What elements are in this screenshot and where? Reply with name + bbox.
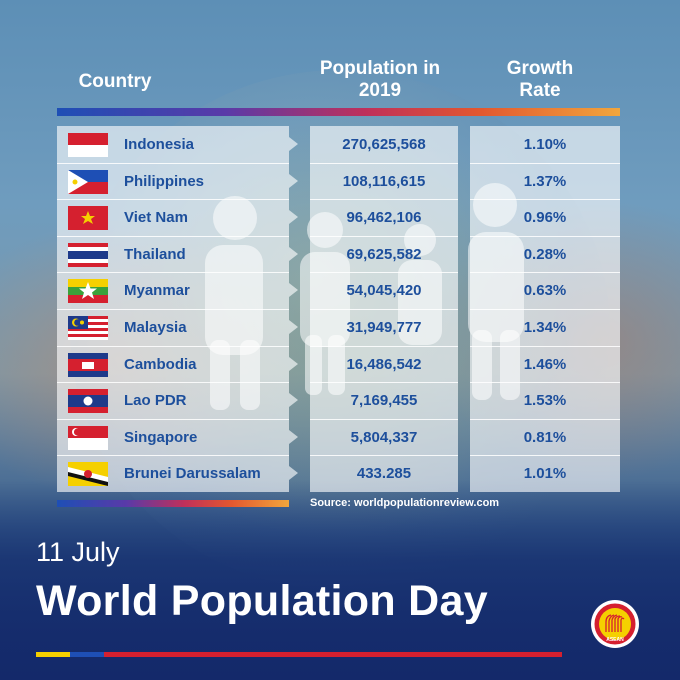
growth-header-line2: Rate: [519, 80, 561, 101]
country-cell: Viet Nam: [124, 209, 188, 226]
population-cell: 16,486,542: [346, 356, 422, 373]
country-cell: Malaysia: [124, 319, 187, 336]
asean-logo: ASEAN: [591, 600, 639, 648]
row-divider: [57, 236, 289, 237]
row-divider: [310, 309, 458, 310]
row-divider: [470, 309, 620, 310]
flag-brunei-icon: [68, 462, 108, 486]
row-divider: [310, 163, 458, 164]
population-cell: 96,462,106: [346, 209, 422, 226]
row-arrow-icon: [289, 320, 298, 334]
row-arrow-icon: [289, 174, 298, 188]
growth-cell: 0.63%: [523, 282, 567, 299]
flag-cambodia-icon: [68, 353, 108, 377]
flag-thailand-icon: [68, 243, 108, 267]
population-header-line1: Population in: [319, 58, 441, 79]
growth-cell: 0.96%: [523, 209, 567, 226]
population-cell: 108,116,615: [342, 173, 426, 190]
country-cell: Myanmar: [124, 282, 190, 299]
row-arrow-icon: [289, 357, 298, 371]
flag-singapore-icon: [68, 426, 108, 450]
flag-philippines-icon: [68, 170, 108, 194]
row-arrow-icon: [289, 430, 298, 444]
country-cell: Indonesia: [124, 136, 195, 153]
row-divider: [310, 199, 458, 200]
growth-cell: 1.34%: [523, 319, 567, 336]
row-divider: [470, 382, 620, 383]
country-cell: Brunei Darussalam: [124, 465, 261, 482]
growth-header-line1: Growth: [506, 58, 574, 79]
population-cell: 31,949,777: [346, 319, 422, 336]
row-arrow-icon: [289, 283, 298, 297]
row-divider: [57, 382, 289, 383]
row-divider: [57, 346, 289, 347]
country-cell: Singapore: [124, 429, 198, 446]
row-divider: [470, 236, 620, 237]
growth-cell: 1.53%: [523, 392, 567, 409]
country-cell: Lao PDR: [124, 392, 187, 409]
row-divider: [310, 419, 458, 420]
source-note: Source: worldpopulationreview.com: [310, 497, 500, 509]
growth-header: Growth Rate: [480, 58, 600, 102]
event-date: 11 July: [36, 537, 120, 567]
population-cell: 270,625,568: [342, 136, 426, 153]
flag-myanmar-icon: [68, 279, 108, 303]
country-cell: Thailand: [124, 246, 186, 263]
flag-lao-icon: [68, 389, 108, 413]
flag-indonesia-icon: [68, 133, 108, 157]
growth-cell: 0.81%: [523, 429, 567, 446]
population-cell: 7,169,455: [350, 392, 418, 409]
row-arrow-icon: [289, 247, 298, 261]
row-divider: [57, 455, 289, 456]
flag-viet-nam-icon: [68, 206, 108, 230]
country-cell: Philippines: [124, 173, 205, 190]
row-divider: [470, 272, 620, 273]
population-cell: 69,625,582: [346, 246, 422, 263]
row-divider: [470, 163, 620, 164]
country-header: Country: [78, 71, 152, 92]
stripe-blue: [70, 652, 104, 657]
population-header-line2: 2019: [358, 80, 402, 101]
header-divider-bar: [57, 108, 620, 116]
row-divider: [57, 419, 289, 420]
footer-divider-bar: [57, 500, 289, 507]
row-arrow-icon: [289, 137, 298, 151]
row-divider: [310, 236, 458, 237]
row-arrow-icon: [289, 466, 298, 480]
row-divider: [470, 346, 620, 347]
row-divider: [310, 272, 458, 273]
country-cell: Cambodia: [124, 356, 197, 373]
row-divider: [310, 346, 458, 347]
row-divider: [57, 309, 289, 310]
growth-cell: 1.01%: [523, 465, 567, 482]
row-divider: [57, 272, 289, 273]
row-arrow-icon: [289, 210, 298, 224]
flag-malaysia-icon: [68, 316, 108, 340]
population-cell: 54,045,420: [346, 282, 422, 299]
row-divider: [470, 455, 620, 456]
svg-text:ASEAN: ASEAN: [606, 637, 624, 643]
stripe-yellow: [36, 652, 70, 657]
population-cell: 433.285: [356, 465, 412, 482]
population-header: Population in 2019: [300, 58, 460, 102]
event-title: World Population Day: [36, 577, 488, 625]
row-divider: [57, 199, 289, 200]
growth-cell: 1.37%: [523, 173, 567, 190]
stripe-red: [104, 652, 562, 657]
row-divider: [470, 419, 620, 420]
bottom-gradient: [0, 480, 680, 680]
growth-cell: 1.10%: [523, 136, 567, 153]
row-divider: [57, 163, 289, 164]
row-divider: [470, 199, 620, 200]
row-divider: [310, 455, 458, 456]
growth-cell: 1.46%: [523, 356, 567, 373]
row-arrow-icon: [289, 393, 298, 407]
population-cell: 5,804,337: [350, 429, 418, 446]
row-divider: [310, 382, 458, 383]
growth-cell: 0.28%: [523, 246, 567, 263]
